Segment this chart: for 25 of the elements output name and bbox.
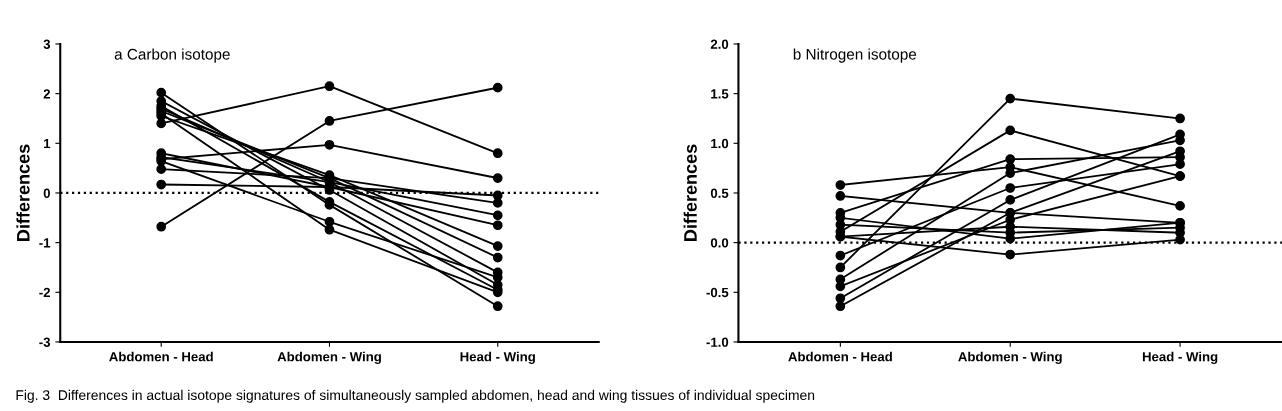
chart-title: a Carbon isotope (114, 48, 230, 63)
y-tick-label: 0.5 (710, 188, 729, 198)
y-tick-label: -1.0 (706, 337, 729, 347)
y-tick-label: 0.0 (710, 238, 729, 248)
caption: Fig. 3 Differences in actual isotope signatures of simultaneously sampled abdomen, head and wing tissues of individual specimen (16, 389, 815, 403)
y-tick-label: 1.0 (711, 138, 729, 149)
y-tick-label: 0 (43, 188, 50, 198)
y-tick-label: 2.0 (710, 39, 729, 49)
y-axis-title: Differences (683, 144, 697, 241)
x-tick-label: Abdomen - Wing (958, 351, 1062, 365)
y-tick-label: -0.5 (706, 287, 729, 298)
y-axis-title: Differences (16, 144, 30, 241)
x-tick-label: Abdomen - Head (109, 351, 213, 362)
x-tick-label: Abdomen - Head (788, 351, 892, 362)
x-tick-label: Head - Wing (460, 351, 535, 365)
y-tick-label: 1.5 (711, 89, 729, 99)
y-tick-label: 3 (43, 39, 51, 49)
chart-title: b Nitrogen isotope (793, 48, 917, 63)
y-tick-label: 2 (43, 89, 50, 99)
x-tick-label: Abdomen - Wing (277, 351, 381, 365)
y-tick-label: 1 (44, 139, 51, 149)
x-tick-label: Head - Wing (1142, 351, 1218, 365)
y-tick-label: -3 (39, 337, 51, 347)
y-tick-label: -1 (39, 238, 51, 248)
y-tick-label: -2 (39, 287, 50, 298)
